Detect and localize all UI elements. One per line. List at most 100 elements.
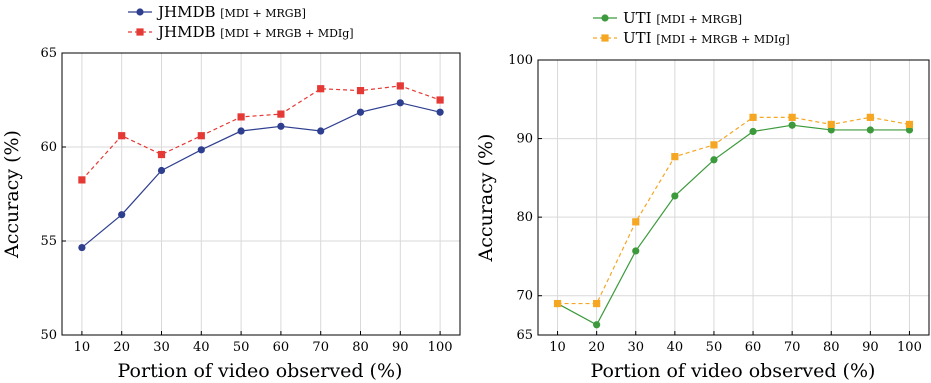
data-point xyxy=(118,211,126,219)
legend-label-sub: [MDI + MRGB] xyxy=(656,13,742,26)
plot-frame xyxy=(537,59,930,336)
data-point xyxy=(277,110,285,118)
data-point xyxy=(396,82,404,90)
data-point xyxy=(157,150,166,159)
data-point xyxy=(157,166,166,175)
data-point xyxy=(593,299,601,308)
data-point xyxy=(356,108,365,116)
x-tick-label: 70 xyxy=(784,340,801,355)
data-point xyxy=(632,247,640,255)
legend-entry-2: UTI [MDI + MRGB + MDIg] xyxy=(593,29,790,47)
data-point xyxy=(197,132,205,140)
data-point xyxy=(593,321,601,329)
data-point xyxy=(237,113,245,121)
data-point xyxy=(78,176,86,184)
x-tick-label: 20 xyxy=(113,340,130,355)
x-tick-label: 40 xyxy=(193,340,210,355)
y-tick-label: 65 xyxy=(40,46,57,61)
legend-label: JHMDB [MDI + MRGB] xyxy=(156,3,306,21)
legend-label-main: JHMDB xyxy=(156,23,220,41)
plot-frame xyxy=(61,52,461,336)
x-tick-label: 60 xyxy=(273,340,290,355)
x-tick-label: 40 xyxy=(667,340,684,355)
data-point xyxy=(788,113,796,121)
data-point xyxy=(905,126,914,134)
legend-label-sub: [MDI + MRGB + MDIg] xyxy=(220,27,353,40)
legend-label: JHMDB [MDI + MRGB + MDIg] xyxy=(156,23,354,41)
series-line-2 xyxy=(557,116,910,305)
x-tick-label: 50 xyxy=(706,340,723,355)
legend-entry-2: JHMDB [MDI + MRGB + MDIg] xyxy=(128,23,354,41)
legend-label-main: UTI xyxy=(623,29,656,47)
legend-label-main: UTI xyxy=(623,9,656,27)
x-tick-label: 90 xyxy=(392,340,409,355)
y-tick-label: 100 xyxy=(508,53,533,68)
y-tick-label: 70 xyxy=(516,289,533,304)
x-tick-label: 60 xyxy=(745,340,762,355)
x-tick-label: 100 xyxy=(897,340,922,355)
data-point xyxy=(866,126,874,134)
data-point xyxy=(788,121,796,129)
x-tick-label: 100 xyxy=(428,340,453,355)
data-point xyxy=(632,218,640,226)
data-point xyxy=(237,127,245,135)
chart-1: 10 20 30 40 50 60 70 80 90 100 50 55 60 65 Portion of … xyxy=(1,3,461,382)
y-tick-label: 50 xyxy=(40,328,57,343)
y-tick-label: 90 xyxy=(516,132,533,147)
data-point xyxy=(78,243,86,252)
x-axis-label: Portion of video observed (%) xyxy=(591,360,876,382)
legend-label-sub: [MDI + MRGB + MDIg] xyxy=(656,33,789,46)
x-tick-label: 10 xyxy=(549,340,566,355)
legend-marker xyxy=(136,28,144,36)
legend-marker xyxy=(601,34,609,42)
y-tick-label: 80 xyxy=(516,210,533,225)
legend-label-main: JHMDB xyxy=(156,3,220,21)
data-point xyxy=(356,87,365,95)
data-point xyxy=(317,85,325,93)
x-tick-label: 30 xyxy=(153,340,170,355)
x-tick-label: 70 xyxy=(312,340,329,355)
data-point xyxy=(749,113,757,121)
x-tick-label: 80 xyxy=(823,340,840,355)
y-tick-label: 60 xyxy=(40,140,57,155)
legend-marker xyxy=(601,14,609,22)
data-point xyxy=(905,120,914,129)
legend-label-sub: [MDI + MRGB] xyxy=(220,7,306,20)
x-axis-label: Portion of video observed (%) xyxy=(118,360,403,382)
y-axis-label: Accuracy (%) xyxy=(1,130,23,259)
data-point xyxy=(317,127,325,135)
x-tick-label: 20 xyxy=(588,340,605,355)
data-point xyxy=(436,96,444,104)
data-point xyxy=(710,141,718,149)
data-point xyxy=(749,127,757,136)
legend-label: UTI [MDI + MRGB + MDIg] xyxy=(623,29,790,47)
legend-label: UTI [MDI + MRGB] xyxy=(623,9,742,27)
data-point xyxy=(197,146,205,154)
y-tick-label: 65 xyxy=(516,328,533,343)
legend-entry-1: JHMDB [MDI + MRGB] xyxy=(128,3,306,21)
data-point xyxy=(553,299,562,308)
data-point xyxy=(827,120,835,129)
x-tick-label: 30 xyxy=(627,340,644,355)
data-point xyxy=(436,108,444,116)
data-point xyxy=(671,153,679,161)
x-tick-label: 10 xyxy=(74,340,91,355)
data-point xyxy=(827,126,835,134)
x-tick-label: 50 xyxy=(233,340,250,355)
chart-2: 10 20 30 40 50 60 70 80 90 100 65 70 80 90 100 Portion … xyxy=(475,9,930,382)
legend-marker xyxy=(136,8,144,16)
series-line-2 xyxy=(81,85,441,181)
data-point xyxy=(710,156,718,164)
data-point xyxy=(277,122,285,130)
series-line-1 xyxy=(557,124,910,326)
x-tick-label: 80 xyxy=(352,340,369,355)
y-tick-label: 55 xyxy=(40,234,57,249)
legend-entry-1: UTI [MDI + MRGB] xyxy=(593,9,742,27)
x-tick-label: 90 xyxy=(862,340,879,355)
data-point xyxy=(118,132,126,140)
data-point xyxy=(866,113,874,121)
data-point xyxy=(396,99,404,107)
data-point xyxy=(671,192,679,200)
y-axis-label: Accuracy (%) xyxy=(475,134,497,263)
